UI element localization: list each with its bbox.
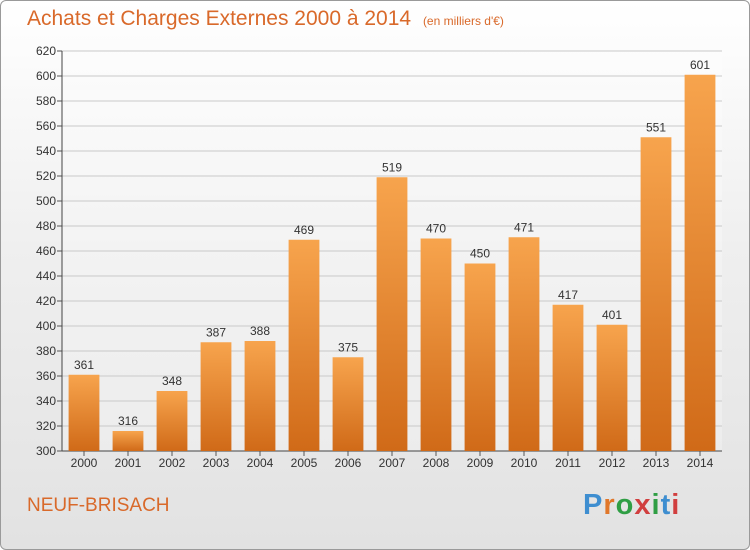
- bar: [596, 324, 628, 451]
- x-tick-label: 2013: [643, 456, 670, 470]
- bar-value-label: 471: [514, 220, 534, 234]
- bar-value-label: 348: [162, 374, 182, 388]
- bar: [640, 137, 672, 451]
- logo-letter: i: [651, 489, 661, 521]
- bar-value-label: 470: [426, 222, 446, 236]
- bar-value-label: 551: [646, 120, 666, 134]
- bar-value-label: 388: [250, 324, 270, 338]
- bar-value-label: 601: [690, 58, 710, 72]
- chart-title: Achats et Charges Externes 2000 à 2014 (…: [27, 7, 504, 31]
- x-tick-label: 2010: [511, 456, 538, 470]
- y-tick-label: 620: [36, 44, 56, 58]
- proxiti-logo: Proxiti: [583, 489, 680, 522]
- x-tick-label: 2001: [115, 456, 142, 470]
- bar-value-label: 375: [338, 340, 358, 354]
- y-tick-label: 300: [36, 444, 56, 458]
- y-tick-label: 480: [36, 219, 56, 233]
- bar: [420, 238, 452, 451]
- y-tick-label: 580: [36, 94, 56, 108]
- y-tick-label: 500: [36, 194, 56, 208]
- bar-value-label: 450: [470, 247, 490, 261]
- y-tick-label: 460: [36, 244, 56, 258]
- logo-letter: P: [583, 489, 604, 521]
- bar-value-label: 361: [74, 358, 94, 372]
- y-tick-label: 540: [36, 144, 56, 158]
- x-tick-label: 2004: [247, 456, 274, 470]
- bar: [288, 239, 320, 451]
- logo-letter: r: [603, 489, 616, 521]
- x-tick-label: 2000: [71, 456, 98, 470]
- x-tick-label: 2009: [467, 456, 494, 470]
- y-tick-label: 340: [36, 394, 56, 408]
- x-tick-label: 2012: [599, 456, 626, 470]
- x-tick-label: 2008: [423, 456, 450, 470]
- bar-value-label: 417: [558, 288, 578, 302]
- bar: [376, 177, 408, 451]
- y-tick-label: 360: [36, 369, 56, 383]
- bar: [464, 263, 496, 451]
- bar-value-label: 519: [382, 160, 402, 174]
- logo-letter: i: [671, 489, 681, 521]
- y-tick-label: 400: [36, 319, 56, 333]
- x-tick-label: 2007: [379, 456, 406, 470]
- bar: [156, 391, 188, 451]
- bar-value-label: 401: [602, 308, 622, 322]
- bar: [508, 237, 540, 451]
- x-tick-label: 2014: [687, 456, 714, 470]
- bar: [684, 74, 716, 451]
- y-tick-label: 380: [36, 344, 56, 358]
- chart-subtitle: (en milliers d'€): [422, 14, 504, 28]
- logo-letter: t: [660, 489, 672, 521]
- city-name: NEUF-BRISACH: [27, 495, 170, 516]
- logo-letter: x: [634, 489, 652, 521]
- bar: [200, 342, 232, 451]
- logo-letter: o: [615, 489, 635, 521]
- bar: [68, 374, 100, 451]
- y-tick-label: 440: [36, 269, 56, 283]
- bar-value-label: 469: [294, 223, 314, 237]
- bar: [112, 431, 144, 451]
- x-tick-label: 2002: [159, 456, 186, 470]
- y-tick-label: 600: [36, 69, 56, 83]
- bar: [552, 304, 584, 451]
- x-tick-label: 2011: [555, 456, 581, 470]
- x-tick-label: 2003: [203, 456, 230, 470]
- bar: [244, 341, 276, 451]
- bar-value-label: 387: [206, 325, 226, 339]
- bar-value-label: 316: [118, 414, 138, 428]
- y-tick-label: 560: [36, 119, 56, 133]
- y-tick-label: 320: [36, 419, 56, 433]
- chart-title-text: Achats et Charges Externes 2000 à 2014: [27, 7, 412, 30]
- y-tick-label: 520: [36, 169, 56, 183]
- bar: [332, 357, 364, 451]
- x-tick-label: 2005: [291, 456, 318, 470]
- x-tick-label: 2006: [335, 456, 362, 470]
- y-tick-label: 420: [36, 294, 56, 308]
